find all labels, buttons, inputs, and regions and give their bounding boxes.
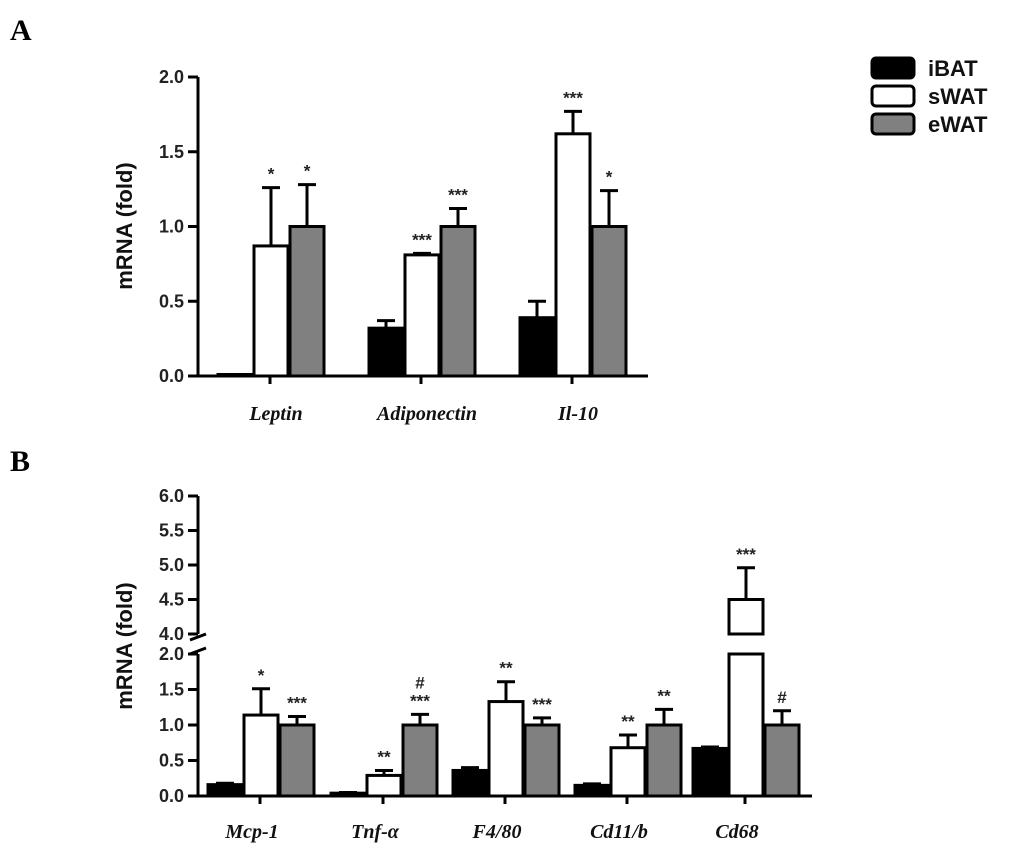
panel-b-bar-eWAT [645,723,683,798]
panel-b-category-label: F4/80 [472,821,522,843]
panel-a-ticks: 0.0 0.5 1.0 1.5 2.0 Leptin Adiponectin Il-10 [159,67,598,425]
panel-label-a: A [10,14,32,47]
panel-a-bar-eWAT [590,225,628,378]
panel-b-significance-marker: * [258,666,265,685]
panel-a-significance-marker: *** [563,88,583,107]
panel-b-y-tick-label: 1.5 [159,680,184,700]
panel-b-y-tick-label: 6.0 [159,486,184,506]
panel-b-bar-sWAT [365,773,403,798]
panel-a-bar-sWAT [252,244,290,378]
panel-a-significance-marker: *** [448,186,468,205]
panel-a-category-label: Il-10 [557,403,598,425]
panel-b-significance-marker: ** [499,659,513,678]
panel-b-bar-eWAT [401,723,439,798]
panel-b-y-tick-label: 5.0 [159,555,184,575]
panel-b-bars: *********#************# [206,545,801,798]
panel-a-category-label: Leptin [248,403,302,425]
panel-a-bar-sWAT [554,132,592,378]
panel-b-significance-marker: ** [657,686,671,705]
panel-b-bar-break-gap [727,636,765,652]
legend-swatch-eWAT [870,112,916,136]
panel-b-y-axis-label: mRNA (fold) [112,582,137,710]
panel-b-bar-sWAT [242,713,280,798]
panel-b-y-tick-label: 4.5 [159,590,184,610]
legend: iBAT sWAT eWAT [870,56,988,137]
panel-a-bar-iBAT [216,373,254,378]
panel-b-bar-sWAT-upper [727,598,765,636]
panel-a-significance-marker: * [606,168,613,187]
panel-b-ticks: 0.0 0.5 1.0 1.5 2.04.0 4.5 5.0 5.5 6.0 Mcp-1 Tnf-α… [159,486,759,843]
panel-b-bar-sWAT [727,652,765,798]
panel-b-bar-iBAT [451,768,489,798]
legend-label-eWAT: eWAT [928,112,988,137]
panel-b-y-tick-label: 0.5 [159,751,184,771]
panel-b-y-tick-label: 0.0 [159,786,184,806]
panel-a-bar-sWAT [403,253,441,378]
panel-a-y-tick-label: 2.0 [159,67,184,87]
panel-a-significance-marker: * [268,165,275,184]
panel-a-y-tick-label: 1.5 [159,142,184,162]
panel-a-bar-iBAT [518,316,556,378]
panel-label-b: B [10,445,30,478]
panel-b-y-tick-label: 2.0 [159,644,184,664]
panel-b-significance-marker: # [777,688,787,707]
panel-b-significance-marker: # [415,673,425,692]
panel-a-bar-eWAT [439,225,477,378]
panel-b-bar-sWAT [487,700,525,798]
panel-a-bar-iBAT [367,326,405,378]
panel-b-y-tick-label: 5.5 [159,521,184,541]
panel-b-bar-iBAT [691,746,729,798]
panel-a-y-tick-label: 0.5 [159,291,184,311]
legend-label-iBAT: iBAT [928,56,978,81]
panel-a-bars: * *********** [216,88,628,378]
panel-a-category-label: Adiponectin [375,403,477,425]
panel-b-category-label: Cd11/b [590,821,648,843]
panel-b-bar-eWAT [763,723,801,798]
panel-b-bar-iBAT [573,783,611,798]
panel-b-bar-iBAT [206,783,244,798]
panel-b-category-label: Mcp-1 [224,821,278,843]
panel-a-significance-marker: * [304,162,311,181]
panel-b-bar-sWAT [609,746,647,798]
legend-swatch-iBAT [870,56,916,80]
panel-a-y-axis-label: mRNA (fold) [112,162,137,290]
panel-a-y-tick-label: 1.0 [159,217,184,237]
panel-b-y-tick-label: 4.0 [159,624,184,644]
panel-b-category-label: Cd68 [715,821,758,843]
legend-label-sWAT: sWAT [928,84,988,109]
legend-swatch-sWAT [870,84,916,108]
panel-b-significance-marker: *** [287,693,307,712]
panel-b-category-label: Tnf-α [351,821,400,843]
panel-b-axis-break-mark-top [189,632,207,642]
panel-b-significance-marker: *** [532,695,552,714]
panel-a-bar-eWAT [288,225,326,378]
panel-b-y-tick-label: 1.0 [159,715,184,735]
panel-b-significance-marker: *** [410,691,430,710]
panel-b-significance-marker: ** [377,747,391,766]
panel-b-bar-eWAT [523,723,561,798]
panel-a-y-tick-label: 0.0 [159,366,184,386]
panel-b-significance-marker: ** [621,712,635,731]
panel-b-bar-eWAT [278,723,316,798]
panel-b-significance-marker: *** [736,545,756,564]
panel-a-significance-marker: *** [412,230,432,249]
